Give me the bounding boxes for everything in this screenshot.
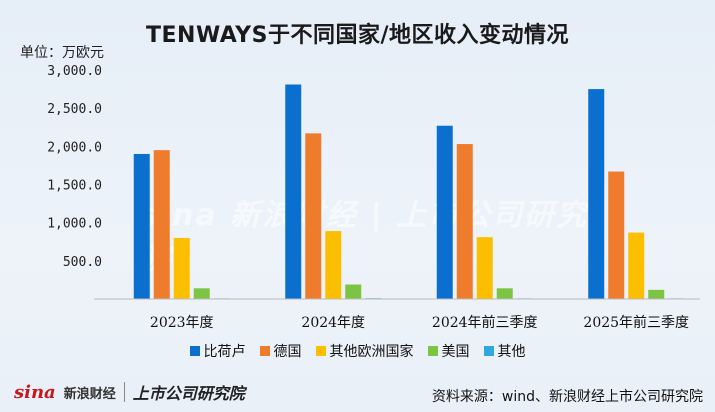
- bar: [628, 232, 645, 299]
- legend-swatch: [427, 346, 438, 356]
- legend-swatch: [259, 346, 270, 356]
- bar: [608, 171, 625, 299]
- bar: [476, 237, 493, 299]
- legend-item: 比荷卢: [189, 341, 246, 361]
- y-tick-label: 2,500.0: [47, 102, 102, 117]
- y-tick-label: 1,000.0: [47, 217, 102, 232]
- logo-separator: [123, 382, 125, 402]
- legend-swatch: [483, 346, 494, 356]
- legend-item: 美国: [427, 341, 470, 361]
- legend-label: 其他欧洲国家: [329, 344, 414, 360]
- bar: [436, 125, 453, 300]
- legend-label: 比荷卢: [203, 344, 246, 360]
- x-tick-label: 2025年前三季度: [583, 314, 689, 331]
- institute-logo: 上市公司研究院: [132, 384, 245, 403]
- legend-item: 其他欧洲国家: [315, 341, 414, 361]
- legend-item: 其他: [483, 341, 526, 361]
- y-tick-label: 2,000.0: [47, 140, 102, 155]
- bar: [193, 288, 210, 299]
- x-tick-label: 2024年前三季度: [432, 314, 538, 331]
- bar: [588, 89, 605, 299]
- y-tick-label: 3,000.0: [47, 64, 102, 79]
- bars: [133, 84, 685, 300]
- legend-label: 德国: [273, 344, 302, 360]
- legend-swatch: [189, 346, 200, 356]
- bar: [305, 133, 322, 299]
- x-axis-ticks: 2023年度 2024年度 2024年前三季度 2025年前三季度: [150, 314, 689, 331]
- bar: [456, 144, 473, 299]
- x-tick-label: 2024年度: [301, 315, 365, 331]
- footer-logo: sina 新浪财经 上市公司研究院: [14, 380, 245, 404]
- y-tick-label: 500.0: [63, 255, 102, 270]
- bar: [325, 231, 342, 299]
- x-tick-label: 2023年度: [150, 315, 214, 331]
- sina-logo-mark: sina: [14, 381, 56, 403]
- legend: 比荷卢 德国 其他欧洲国家 美国 其他: [0, 341, 715, 361]
- bar: [285, 84, 302, 300]
- bar: [153, 150, 170, 299]
- sina-logo-name: 新浪财经: [63, 386, 116, 402]
- chart-title: TENWAYS于不同国家/地区收入变动情况: [146, 23, 569, 48]
- y-tick-label: 1,500.0: [47, 179, 102, 194]
- unit-label: 单位：万欧元: [20, 45, 104, 61]
- bar: [345, 284, 362, 299]
- bar: [133, 153, 150, 299]
- bar: [173, 237, 190, 299]
- legend-item: 德国: [259, 341, 302, 361]
- y-axis-ticks: 500.0 1,000.0 1,500.0 2,000.0 2,500.0 3,000.0: [47, 64, 102, 300]
- legend-label: 美国: [441, 344, 470, 360]
- legend-swatch: [315, 346, 326, 356]
- source-note: 资料来源：wind、新浪财经上市公司研究院: [431, 389, 703, 405]
- bar: [496, 288, 513, 299]
- legend-label: 其他: [497, 344, 526, 360]
- bar: [648, 289, 665, 299]
